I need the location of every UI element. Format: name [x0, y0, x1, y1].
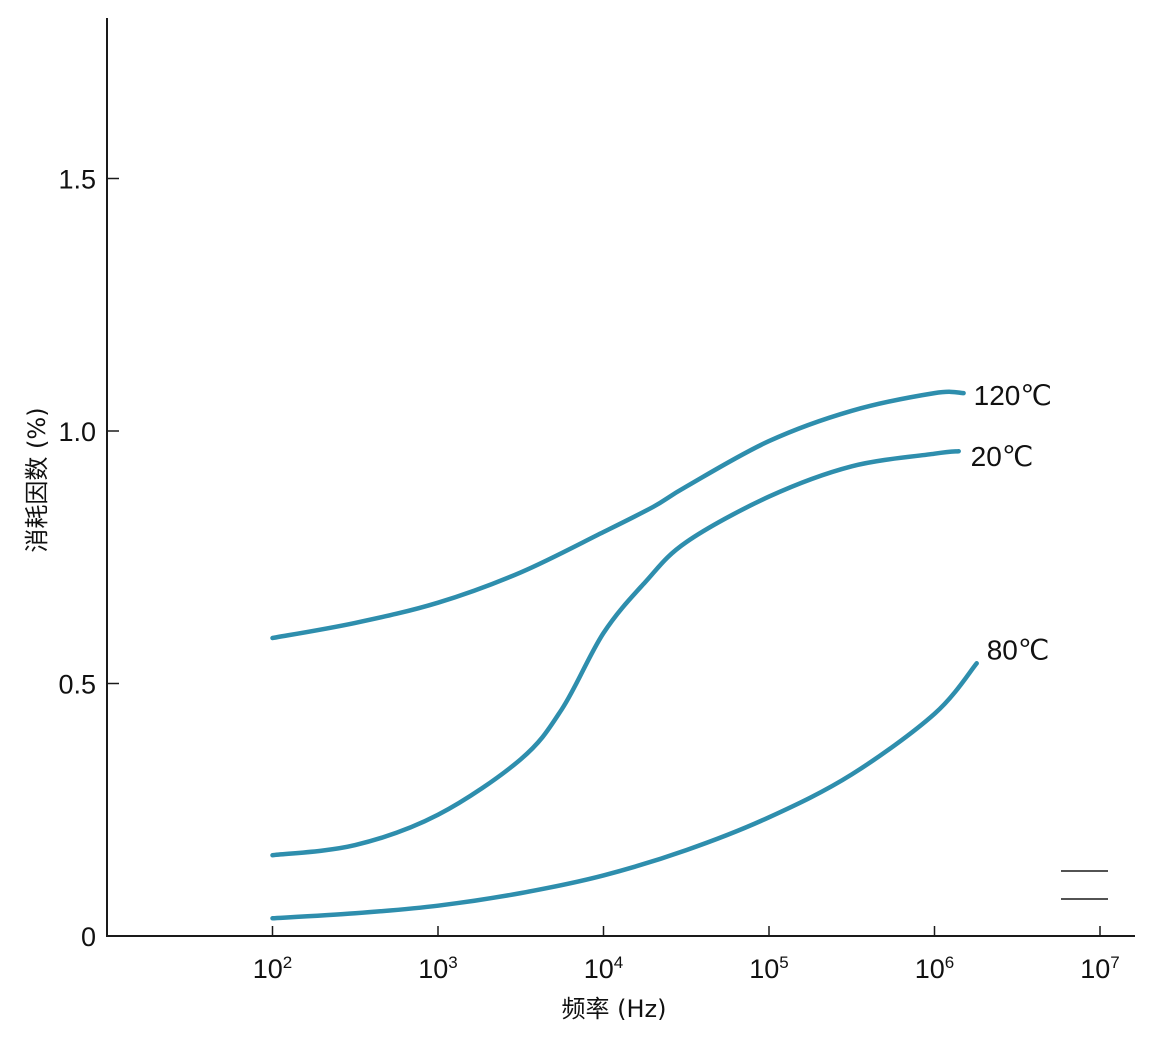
x-ticks: 102 103 104 105 106 107 [253, 926, 1120, 984]
x-tick-base: 10 [253, 954, 283, 984]
y-tick-label: 0 [81, 922, 96, 952]
x-tick-exponent: 4 [614, 953, 623, 972]
y-tick-label: 0.5 [58, 670, 96, 700]
x-tick-label: 103 [418, 953, 458, 984]
series-line [270, 389, 966, 641]
x-tick-label: 106 [915, 953, 955, 984]
axes [106, 18, 1135, 937]
x-tick-label: 104 [584, 953, 624, 984]
x-tick-exponent: 7 [1110, 953, 1119, 972]
y-axis-title: 消耗因数 (%) [23, 407, 51, 552]
series-label: 80℃ [987, 634, 1050, 665]
x-tick-base: 10 [1080, 954, 1110, 984]
y-tick-label: 1.0 [58, 417, 96, 447]
legend-marks [1061, 870, 1108, 900]
series-layer: 120℃ 20℃ 80℃ [270, 380, 1052, 921]
x-tick-exponent: 2 [283, 953, 292, 972]
x-tick-label: 107 [1080, 953, 1120, 984]
x-tick-exponent: 6 [945, 953, 954, 972]
series-label: 20℃ [971, 441, 1034, 472]
x-tick-base: 10 [915, 954, 945, 984]
x-tick-label: 105 [749, 953, 789, 984]
x-axis-title: 频率 (Hz) [562, 995, 667, 1023]
series-label: 120℃ [974, 380, 1052, 411]
x-tick-base: 10 [584, 954, 614, 984]
x-tick-label: 102 [253, 953, 293, 984]
x-tick-exponent: 5 [779, 953, 788, 972]
x-tick-base: 10 [418, 954, 448, 984]
x-tick-exponent: 3 [448, 953, 457, 972]
series-line [270, 661, 979, 921]
series-line [270, 448, 961, 858]
y-tick-label: 1.5 [58, 165, 96, 195]
y-ticks: 0 0.5 1.0 1.5 [58, 165, 119, 952]
x-tick-base: 10 [749, 954, 779, 984]
